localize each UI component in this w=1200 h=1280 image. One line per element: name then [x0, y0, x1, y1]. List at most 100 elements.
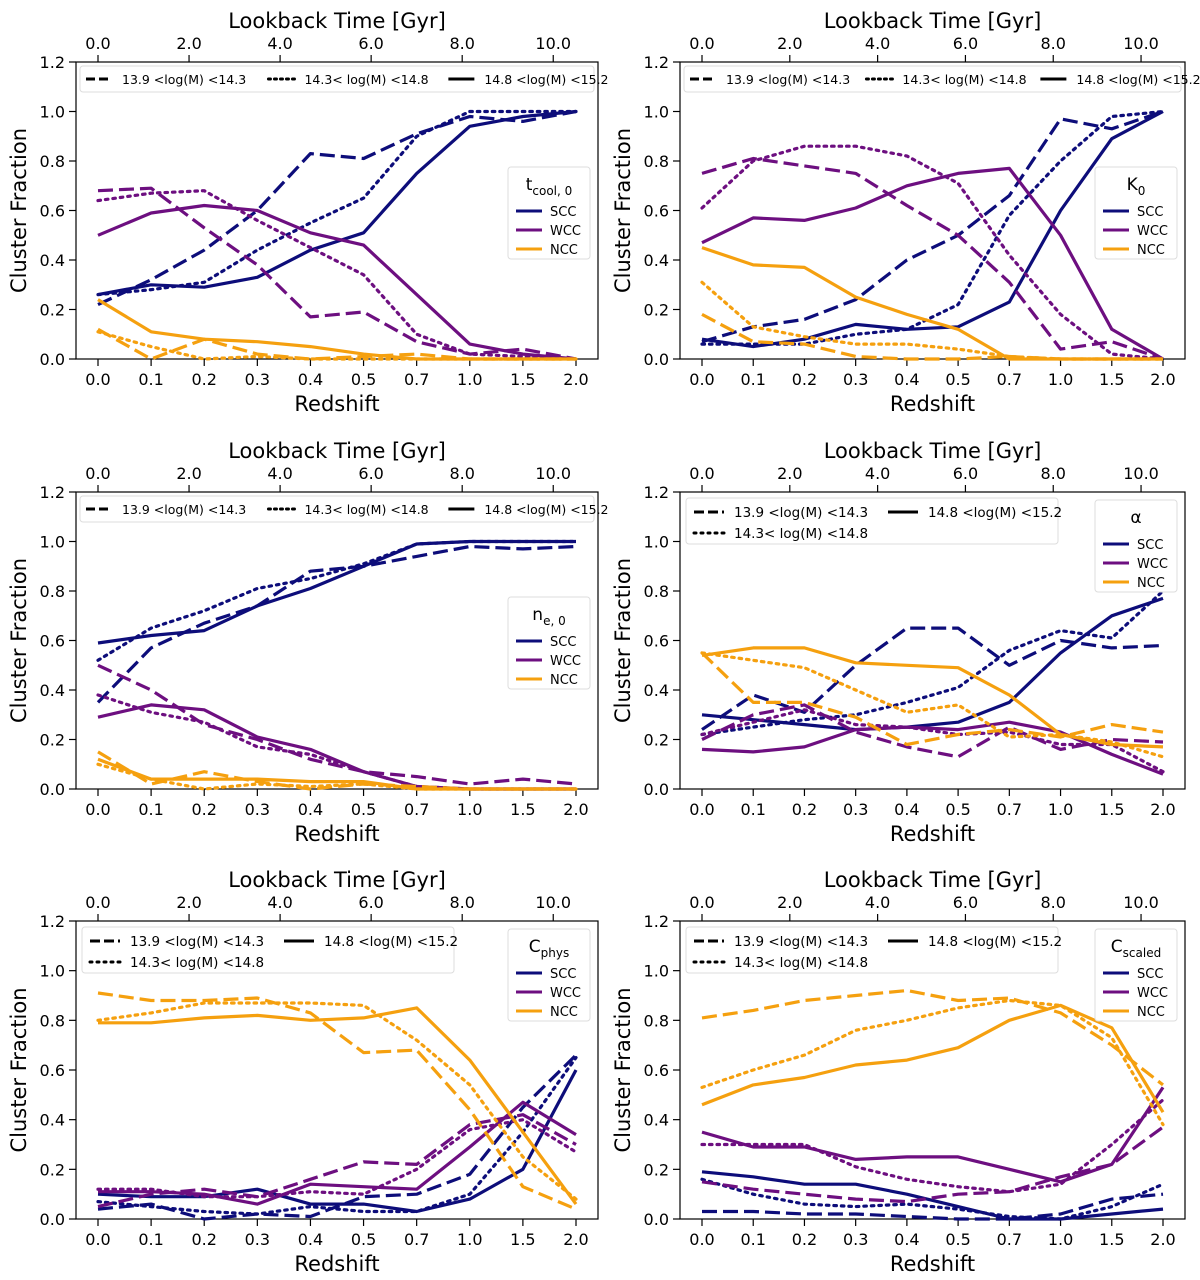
y-axis-title: Cluster Fraction — [7, 987, 31, 1152]
x-tick-label: 1.5 — [510, 370, 535, 389]
y-tick-label: 0.8 — [40, 152, 65, 171]
class-legend-label: WCC — [1137, 986, 1168, 1001]
class-legend-title-main: C — [1111, 937, 1123, 957]
top-tick-label: 6.0 — [358, 464, 383, 483]
class-legend-title: ne, 0 — [532, 605, 565, 628]
x-tick-label: 0.2 — [191, 800, 216, 819]
top-tick-label: 4.0 — [865, 34, 890, 53]
class-legend-label: SCC — [1137, 538, 1163, 553]
series-line-scc-dotted — [700, 109, 1165, 346]
class-legend-label: WCC — [550, 986, 581, 1001]
mass-legend-label: 14.8 <log(M) <15.2 — [1076, 72, 1200, 87]
y-tick-label: 0.8 — [644, 582, 669, 601]
class-legend-title: Cscaled — [1111, 937, 1161, 960]
top-axis-title: Lookback Time [Gyr] — [228, 439, 446, 463]
series-line-ncc-dotted — [96, 1001, 578, 1201]
mass-legend-label: 14.3< log(M) <14.8 — [902, 72, 1026, 87]
class-legend-title-sub: scaled — [1123, 946, 1162, 960]
class-legend-title-sub: phys — [541, 946, 570, 960]
mass-legend: 13.9 <log(M) <14.3 14.3< log(M) <14.8 14.8… — [79, 65, 609, 93]
series-line-wcc-dashed — [701, 1125, 1164, 1204]
y-tick-label: 0.8 — [40, 1011, 65, 1030]
class-legend-label: SCC — [1137, 967, 1163, 982]
chart-panel-5: 0.0 0.2 0.4 0.6 0.8 1.0 1.2 0.0 0.1 0.2 0.3 0.4 0.5 0… — [7, 868, 599, 1276]
x-tick-label: 0.1 — [138, 370, 163, 389]
class-legend-title-sub: cool, 0 — [532, 184, 572, 198]
top-tick-label: 4.0 — [267, 464, 292, 483]
x-tick-label: 0.5 — [945, 800, 970, 819]
top-tick-label: 2.0 — [176, 893, 201, 912]
class-legend-label: SCC — [550, 635, 576, 650]
x-tick-label: 0.4 — [298, 370, 323, 389]
y-axis-title: Cluster Fraction — [611, 987, 635, 1152]
class-legend: K0 SCC WCC NCC — [1094, 166, 1178, 260]
series-line-wcc-solid — [97, 703, 576, 791]
x-tick-label: 2.0 — [563, 1230, 588, 1249]
series-line-wcc-dotted — [96, 693, 578, 791]
mass-legend-box — [81, 926, 455, 974]
series-line-wcc-solid — [701, 166, 1164, 361]
y-tick-label: 0.8 — [644, 152, 669, 171]
series-line-ncc-dotted — [96, 330, 578, 361]
top-tick-label: 0.0 — [689, 893, 714, 912]
class-legend-label: SCC — [550, 967, 576, 982]
x-tick-label: 0.4 — [298, 1230, 323, 1249]
top-axis-title: Lookback Time [Gyr] — [824, 868, 1042, 892]
x-tick-label: 0.7 — [997, 370, 1022, 389]
top-tick-label: 0.0 — [85, 893, 110, 912]
x-tick-label: 0.5 — [351, 370, 376, 389]
y-tick-label: 0.4 — [40, 681, 65, 700]
x-axis-title: Redshift — [890, 392, 975, 416]
mass-legend-label: 14.8 <log(M) <15.2 — [484, 72, 608, 87]
x-tick-label: 1.0 — [457, 370, 482, 389]
x-axis-title: Redshift — [890, 822, 975, 846]
class-legend-label: WCC — [550, 224, 581, 239]
mass-legend-box — [79, 495, 595, 523]
x-tick-label: 0.0 — [85, 800, 110, 819]
series-line-wcc-dotted — [700, 1098, 1165, 1194]
top-tick-label: 6.0 — [953, 34, 978, 53]
top-tick-label: 2.0 — [777, 34, 802, 53]
class-legend-box — [1094, 499, 1178, 593]
mass-legend-label: 14.3< log(M) <14.8 — [734, 526, 868, 542]
series-line-ncc-solid — [97, 757, 576, 791]
series-line-scc-dashed — [97, 109, 577, 307]
class-legend: Cscaled SCC WCC NCC — [1094, 928, 1178, 1022]
mass-legend-label: 13.9 <log(M) <14.3 — [122, 502, 246, 517]
y-tick-label: 0.8 — [644, 1011, 669, 1030]
top-tick-label: 8.0 — [449, 34, 474, 53]
y-tick-label: 1.0 — [644, 962, 669, 981]
x-tick-label: 1.0 — [1048, 370, 1073, 389]
x-tick-label: 0.0 — [85, 370, 110, 389]
series-line-wcc-solid — [97, 203, 577, 361]
y-tick-label: 0.4 — [644, 681, 669, 700]
x-tick-label: 1.0 — [1048, 800, 1073, 819]
chart-panel-2: 0.0 0.2 0.4 0.6 0.8 1.0 1.2 0.0 0.1 0.2 0.3 0.4 0.5 0… — [611, 9, 1200, 416]
x-tick-label: 0.3 — [245, 370, 270, 389]
y-tick-label: 0.6 — [644, 632, 669, 651]
series-line-ncc-solid — [97, 298, 576, 361]
class-legend-title-main: K — [1127, 175, 1139, 195]
series-line-scc-dashed — [701, 109, 1164, 344]
y-tick-label: 0.0 — [644, 1210, 669, 1229]
top-tick-label: 6.0 — [358, 34, 383, 53]
class-legend-label: SCC — [550, 205, 576, 220]
x-tick-label: 0.3 — [245, 800, 270, 819]
series-line-ncc-solid — [701, 646, 1164, 749]
y-tick-label: 0.2 — [40, 731, 65, 750]
y-tick-label: 0.2 — [40, 1160, 65, 1179]
class-legend-label: NCC — [1137, 243, 1165, 258]
y-tick-label: 0.8 — [40, 582, 65, 601]
top-tick-label: 10.0 — [1123, 464, 1159, 483]
class-legend-label: WCC — [1137, 224, 1168, 239]
x-tick-label: 0.7 — [404, 1230, 429, 1249]
class-legend-label: WCC — [550, 654, 581, 669]
mass-legend-label: 13.9 <log(M) <14.3 — [734, 505, 868, 521]
top-tick-label: 2.0 — [777, 893, 802, 912]
series-line-wcc-solid — [98, 1100, 577, 1206]
series-line-ncc-dotted — [700, 280, 1165, 361]
series-line-wcc-dashed — [97, 1113, 577, 1209]
mass-legend-label: 14.8 <log(M) <15.2 — [484, 502, 608, 517]
series-line-scc-dotted — [96, 1055, 578, 1216]
